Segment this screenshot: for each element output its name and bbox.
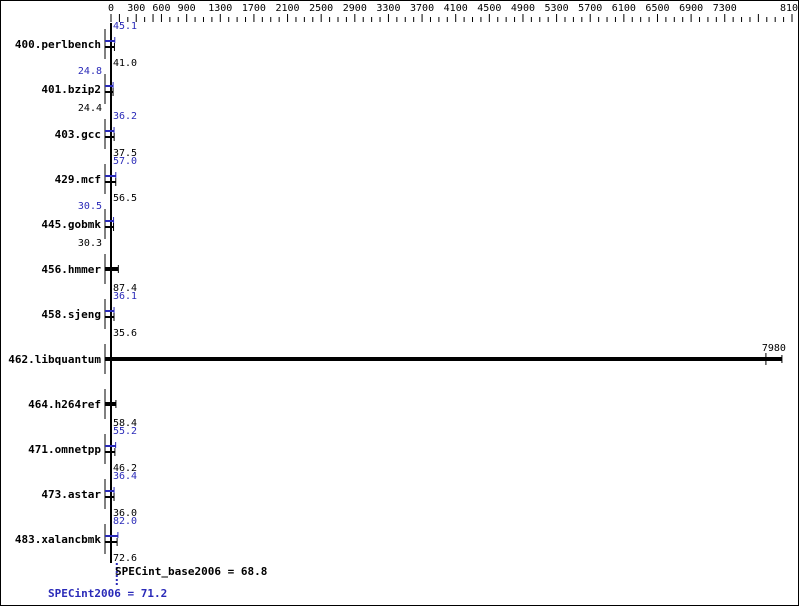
tick-label: 0 — [108, 3, 114, 14]
peak-value-label: 36.1 — [113, 291, 137, 302]
peak-value-label: 36.4 — [113, 471, 137, 482]
benchmark-label: 458.sjeng — [41, 308, 101, 321]
peak-value-label: 36.2 — [113, 111, 137, 122]
tick-label: 4500 — [477, 3, 501, 14]
benchmark-label: 483.xalancbmk — [15, 533, 101, 546]
benchmark-label: 456.hmmer — [41, 263, 101, 276]
tick-label: 4900 — [511, 3, 535, 14]
peak-bar — [105, 490, 115, 492]
base-value-label: 7980 — [762, 343, 786, 354]
peak-bar — [105, 85, 114, 87]
base-bar — [105, 181, 116, 183]
base-bar — [105, 402, 116, 406]
peak-bar — [105, 535, 118, 537]
peak-value-label: 30.5 — [78, 201, 102, 212]
tick-label: 1700 — [242, 3, 266, 14]
base-value-label: 35.6 — [113, 328, 137, 339]
base-value-label: 36.0 — [113, 508, 137, 519]
peak-bar — [105, 40, 115, 42]
base-bar — [105, 226, 114, 228]
tick-label: 3700 — [410, 3, 434, 14]
peak-value-label: 24.8 — [78, 66, 102, 77]
tick-label: 2900 — [343, 3, 367, 14]
peak-value-label: 55.2 — [113, 426, 137, 437]
tick-label: 6500 — [645, 3, 669, 14]
base-value-label: 46.2 — [113, 463, 137, 474]
base-bar — [105, 496, 115, 498]
base-value-label: 30.3 — [78, 238, 102, 249]
base-bar — [105, 91, 114, 93]
base-value-label: 24.4 — [78, 103, 102, 114]
peak-bar — [105, 175, 116, 177]
base-bar — [105, 46, 115, 48]
benchmark-label: 400.perlbench — [15, 38, 101, 51]
base-value-label: 87.4 — [113, 283, 137, 294]
tick-label: 300 — [127, 3, 145, 14]
base-bar — [105, 451, 115, 453]
tick-label: 7300 — [713, 3, 737, 14]
base-value-label: 56.5 — [113, 193, 137, 204]
benchmark-label: 464.h264ref — [28, 398, 101, 411]
peak-value-label: 45.1 — [113, 21, 137, 32]
benchmark-label: 473.astar — [41, 488, 101, 501]
base-bar — [105, 136, 115, 138]
benchmark-label: 462.libquantum — [8, 353, 101, 366]
tick-label: 5700 — [578, 3, 602, 14]
tick-label: 5300 — [545, 3, 569, 14]
base-mean-label: SPECint_base2006 = 68.8 — [115, 565, 267, 578]
benchmark-label: 403.gcc — [55, 128, 101, 141]
peak-bar — [105, 310, 115, 312]
base-bar — [105, 541, 118, 543]
base-bar — [105, 267, 119, 271]
tick-label: 4100 — [444, 3, 468, 14]
benchmark-label: 471.omnetpp — [28, 443, 101, 456]
peak-value-label: 82.0 — [113, 516, 137, 527]
tick-label: 900 — [178, 3, 196, 14]
peak-mean-label: SPECint2006 = 71.2 — [48, 587, 167, 600]
benchmark-label: 445.gobmk — [41, 218, 101, 231]
tick-label: 1300 — [208, 3, 232, 14]
tick-label: 2100 — [276, 3, 300, 14]
tick-label: 8100 — [780, 3, 798, 14]
peak-value-label: 57.0 — [113, 156, 137, 167]
benchmark-label: 429.mcf — [55, 173, 101, 186]
tick-label: 6100 — [612, 3, 636, 14]
peak-bar — [105, 445, 116, 447]
base-bar — [105, 316, 114, 318]
tick-label: 2500 — [309, 3, 333, 14]
tick-label: 3300 — [376, 3, 400, 14]
base-bar — [105, 357, 782, 361]
base-value-label: 37.5 — [113, 148, 137, 159]
peak-bar — [105, 130, 115, 132]
base-value-label: 58.4 — [113, 418, 137, 429]
tick-label: 6900 — [679, 3, 703, 14]
peak-bar — [105, 220, 114, 222]
tick-label: 600 — [152, 3, 170, 14]
base-value-label: 72.6 — [113, 553, 137, 564]
benchmark-label: 401.bzip2 — [41, 83, 101, 96]
base-value-label: 41.0 — [113, 58, 137, 69]
